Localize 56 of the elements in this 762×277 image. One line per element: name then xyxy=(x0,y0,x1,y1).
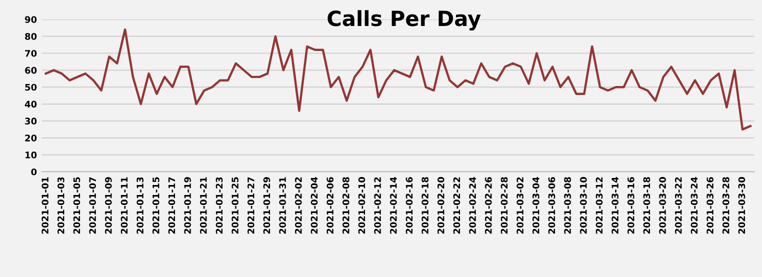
x-tick-label: 2021-01-27 xyxy=(247,177,254,234)
y-tick-label: 60 xyxy=(25,66,37,74)
x-tick-label: 2021-03-16 xyxy=(627,177,634,234)
x-tick-label: 2021-02-20 xyxy=(437,177,444,234)
y-tick-label: 30 xyxy=(25,118,37,125)
x-tick-label: 2021-01-25 xyxy=(232,177,238,234)
x-tick-label: 2021-02-26 xyxy=(484,177,492,234)
x-tick-label: 2021-03-12 xyxy=(596,177,603,234)
x-tick-label: 2021-01-11 xyxy=(120,177,128,234)
x-tick-label: 2021-01-15 xyxy=(152,177,160,234)
x-tick-label: 2021-03-24 xyxy=(690,177,698,234)
x-tick-label: 2021-01-13 xyxy=(136,177,144,234)
x-tick-label: 2021-01-01 xyxy=(42,177,48,234)
y-tick-label: 0 xyxy=(31,168,37,176)
x-tick-label: 2021-03-20 xyxy=(659,177,666,234)
x-tick-label: 2021-02-08 xyxy=(342,177,350,234)
y-tick-label: 80 xyxy=(25,33,37,40)
x-tick-label: 2021-03-08 xyxy=(564,177,571,234)
x-tick-label: 2021-01-03 xyxy=(57,177,64,234)
x-tick-label: 2021-01-17 xyxy=(168,177,176,234)
x-tick-label: 2021-03-14 xyxy=(612,177,618,234)
x-tick-label: 2021-02-04 xyxy=(310,177,318,234)
x-tick-label: 2021-02-14 xyxy=(390,177,397,234)
y-tick-label: 40 xyxy=(24,100,37,108)
x-tick-label: 2021-01-05 xyxy=(73,177,80,234)
x-tick-label: 2021-03-30 xyxy=(738,177,746,234)
y-tick-label: 50 xyxy=(25,84,37,91)
x-tick-label: 2021-01-29 xyxy=(263,177,270,234)
x-tick-label: 2021-02-16 xyxy=(406,177,413,234)
y-tick-label: 90 xyxy=(24,16,37,23)
x-tick-label: 2021-02-12 xyxy=(374,177,381,234)
x-tick-label: 2021-03-26 xyxy=(706,177,714,234)
x-tick-label: 2021-01-21 xyxy=(200,177,207,234)
x-tick-label: 2021-03-04 xyxy=(532,177,540,234)
x-tick-label: 2021-01-09 xyxy=(104,177,112,234)
x-tick-label: 2021-01-31 xyxy=(279,177,286,234)
x-tick-label: 2021-03-06 xyxy=(548,177,556,234)
x-tick-label: 2021-01-23 xyxy=(216,177,223,234)
chart-title: Calls Per Day xyxy=(328,10,481,30)
x-tick-label: 2021-02-22 xyxy=(453,177,460,234)
x-tick-label: 2021-01-07 xyxy=(89,177,96,234)
x-tick-label: 2021-03-28 xyxy=(722,177,730,234)
y-tick-label: 70 xyxy=(25,50,37,57)
x-tick-label: 2021-02-24 xyxy=(469,177,476,234)
x-tick-label: 2021-02-18 xyxy=(422,177,428,234)
x-tick-label: 2021-03-22 xyxy=(674,177,682,234)
x-tick-label: 2021-02-06 xyxy=(326,177,334,234)
x-tick-label: 2021-03-02 xyxy=(516,177,524,234)
x-tick-label: 2021-02-10 xyxy=(358,177,366,234)
x-tick-label: 2021-03-10 xyxy=(580,177,587,234)
x-tick-label: 2021-03-18 xyxy=(643,177,650,234)
x-tick-label: 2021-02-02 xyxy=(294,177,302,234)
y-tick-label: 10 xyxy=(26,152,37,158)
y-tick-label: 20 xyxy=(25,134,37,142)
x-tick-label: 2021-02-28 xyxy=(500,177,508,234)
x-tick-label: 2021-01-19 xyxy=(184,177,191,234)
